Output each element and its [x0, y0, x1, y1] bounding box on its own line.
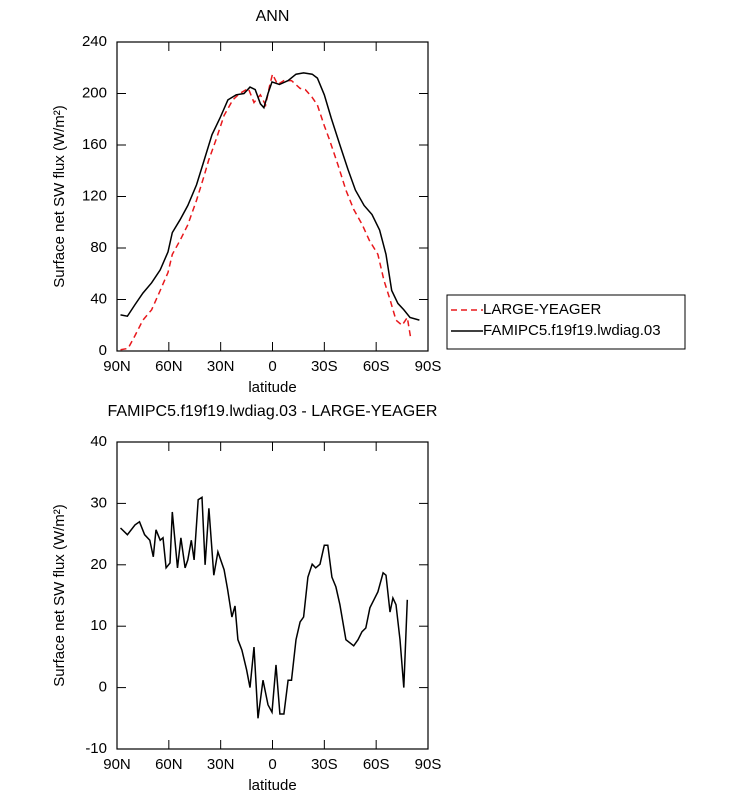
legend: LARGE-YEAGER FAMIPC5.f19f19.lwdiag.03 — [446, 294, 686, 350]
x-tick-label: 30S — [311, 358, 338, 375]
x-tick-label: 90S — [415, 756, 442, 773]
x-tick-label: 60S — [363, 358, 390, 375]
x-tick-label: 90S — [415, 358, 442, 375]
x-axis-label: latitude — [248, 379, 296, 396]
x-tick-label: 90N — [103, 358, 131, 375]
x-tick-label: 30N — [207, 358, 235, 375]
y-tick-label: 240 — [82, 33, 107, 50]
y-tick-label: 160 — [82, 136, 107, 153]
legend-label: FAMIPC5.f19f19.lwdiag.03 — [483, 322, 661, 339]
legend-label: LARGE-YEAGER — [483, 301, 602, 318]
x-tick-label: 30N — [207, 756, 235, 773]
y-tick-label: 30 — [90, 494, 107, 511]
y-tick-label: 40 — [90, 433, 107, 450]
data-line — [119, 495, 409, 719]
y-tick-label: 200 — [82, 84, 107, 101]
x-tick-label: 60N — [155, 358, 183, 375]
y-tick-label: 40 — [90, 290, 107, 307]
y-tick-label: 10 — [90, 617, 107, 634]
plot-frame — [116, 41, 429, 352]
panel: ANN latitude Surface net SW flux (W/m²) 90N… — [51, 8, 686, 396]
x-tick-label: 60S — [363, 756, 390, 773]
y-tick-label: 80 — [90, 239, 107, 256]
y-axis-label: Surface net SW flux (W/m²) — [51, 504, 68, 687]
data-line — [120, 72, 412, 351]
y-tick-label: 120 — [82, 187, 107, 204]
legend-box — [446, 294, 686, 350]
y-tick-label: -10 — [85, 740, 107, 757]
data-line — [120, 72, 420, 321]
panel: FAMIPC5.f19f19.lwdiag.03 - LARGE-YEAGER l… — [51, 403, 441, 794]
chart-title: ANN — [256, 8, 290, 25]
x-tick-label: 0 — [268, 358, 276, 375]
x-axis-label: latitude — [248, 777, 296, 794]
y-tick-label: 0 — [99, 342, 107, 359]
chart-title: FAMIPC5.f19f19.lwdiag.03 - LARGE-YEAGER — [108, 403, 438, 420]
x-tick-label: 60N — [155, 756, 183, 773]
x-tick-label: 0 — [268, 756, 276, 773]
y-tick-label: 20 — [90, 556, 107, 573]
x-tick-label: 30S — [311, 756, 338, 773]
x-tick-label: 90N — [103, 756, 131, 773]
y-tick-label: 0 — [99, 679, 107, 696]
y-axis-label: Surface net SW flux (W/m²) — [51, 105, 68, 288]
